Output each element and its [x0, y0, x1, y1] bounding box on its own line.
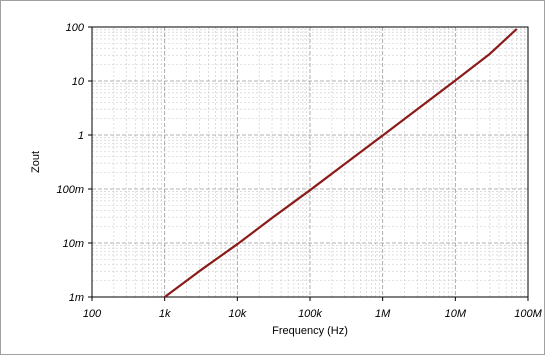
grid-layer: [91, 26, 529, 298]
y-tick-label: 1m: [69, 292, 84, 304]
y-tick-label: 100: [66, 22, 85, 34]
axes-layer: [88, 26, 529, 301]
y-tick-label: 10: [72, 76, 85, 88]
x-tick-label: 100: [83, 308, 102, 320]
x-tick-label: 10M: [445, 308, 467, 320]
series-layer: [164, 28, 518, 298]
y-tick-label: 10m: [63, 238, 84, 250]
label-layer: Frequency (Hz) Zout 100 1k 10k 100k 1M 10M 100…: [30, 22, 543, 337]
x-tick-label: 100M: [514, 308, 542, 320]
x-tick-label: 10k: [228, 308, 246, 320]
y-axis-label: Zout: [30, 151, 42, 173]
x-tick-label: 1k: [159, 308, 171, 320]
y-tick-label: 100m: [56, 184, 84, 196]
series-line: [164, 28, 518, 298]
y-tick-label: 1: [78, 130, 84, 142]
x-tick-label: 100k: [298, 308, 322, 320]
x-axis-label: Frequency (Hz): [272, 325, 348, 337]
x-tick-label: 1M: [375, 308, 391, 320]
